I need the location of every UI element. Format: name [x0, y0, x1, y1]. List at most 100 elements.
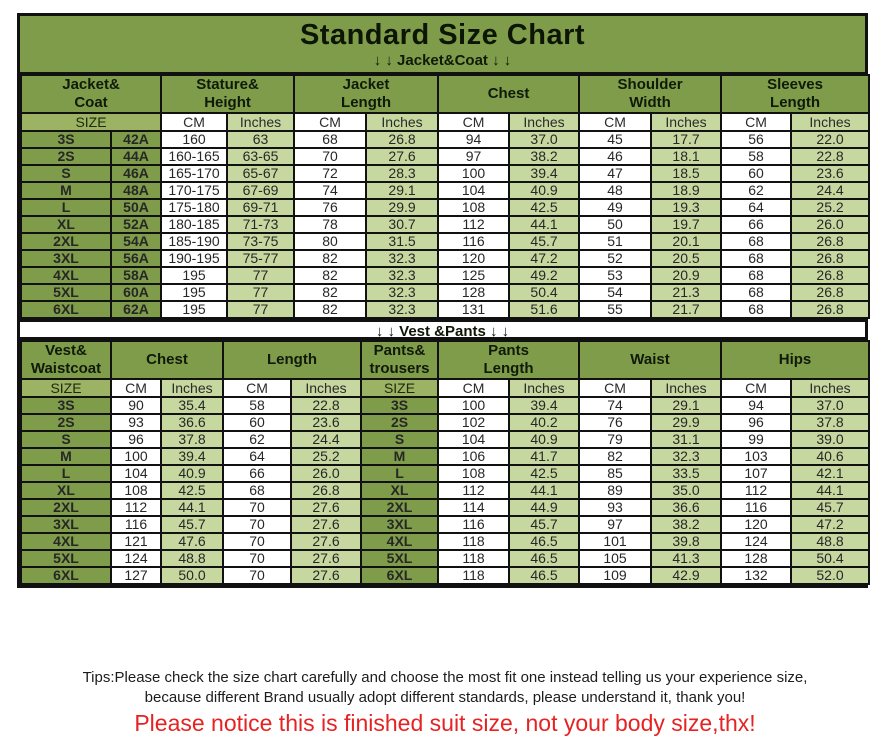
table-row: XL 108 42.5 68 26.8 XL 112 44.1 89 35.0 112 44.1: [20, 480, 871, 500]
unit-header-cell: CM: [160, 111, 229, 132]
measurement-cell: 22.8: [290, 395, 362, 415]
size-cell: 52A: [109, 214, 163, 234]
measurement-cell: 106: [437, 446, 510, 466]
measurement-cell: 21.3: [650, 282, 723, 302]
measurement-cell: 36.6: [649, 497, 723, 517]
measurement-cell: 48: [578, 180, 653, 200]
measurement-cell: 27.6: [290, 514, 362, 534]
measurement-cell: 116: [110, 514, 162, 534]
measurement-cell: 132: [720, 565, 793, 585]
table-row: 5XL 60A 195 77 82 32.3 128 50.4 54 21.3 68 26.8: [20, 282, 871, 302]
table-row: 3S 90 35.4 58 22.8 3S 100 39.4 74 29.1 94 37.0: [20, 395, 871, 415]
measurement-cell: 26.0: [290, 463, 362, 483]
finished-size-notice: Please notice this is finished suit size…: [134, 709, 756, 736]
measurement-cell: 64: [720, 197, 793, 217]
measurement-cell: 36.6: [160, 412, 224, 432]
size-cell: 46A: [109, 163, 163, 183]
unit-header-cell: Inches: [226, 111, 296, 132]
measurement-cell: 58: [720, 146, 793, 166]
measurement-cell: 39.4: [160, 446, 224, 466]
size-cell: 2XL: [20, 231, 112, 251]
measurement-cell: 22.8: [790, 146, 871, 166]
size-cell: 50A: [109, 197, 163, 217]
unit-header-cell: CM: [437, 111, 511, 132]
column-group-header: Chest: [437, 73, 581, 114]
measurement-cell: 25.2: [790, 197, 871, 217]
measurement-cell: 46.5: [508, 531, 580, 551]
measurement-cell: 67-69: [226, 180, 296, 200]
measurement-cell: 27.6: [290, 531, 362, 551]
measurement-cell: 109: [578, 565, 652, 585]
measurement-cell: 29.9: [649, 412, 723, 432]
size-cell: S: [20, 163, 112, 183]
measurement-cell: 72: [293, 163, 368, 183]
measurement-cell: 70: [293, 146, 368, 166]
measurement-cell: 100: [437, 395, 510, 415]
measurement-cell: 165-170: [160, 163, 229, 183]
measurement-cell: 32.3: [365, 282, 440, 302]
tips-line-1: Tips:Please check the size chart careful…: [82, 669, 808, 686]
size-cell: 58A: [109, 265, 163, 285]
measurement-cell: 39.8: [649, 531, 723, 551]
measurement-cell: 127: [110, 565, 162, 585]
measurement-cell: 74: [293, 180, 368, 200]
measurement-cell: 70: [222, 565, 292, 585]
table-row: 2S 93 36.6 60 23.6 2S 102 40.2 76 29.9 96 37.8: [20, 412, 871, 432]
measurement-cell: 80: [293, 231, 368, 251]
size-cell: M: [20, 446, 112, 466]
column-group-header: Sleeves Length: [720, 73, 871, 114]
measurement-cell: 37.0: [790, 395, 871, 415]
measurement-cell: 24.4: [290, 429, 362, 449]
size-cell: 5XL: [20, 282, 112, 302]
measurement-cell: 104: [437, 429, 510, 449]
measurement-cell: 170-175: [160, 180, 229, 200]
unit-header-cell: CM: [720, 377, 793, 398]
table-row: 6XL 62A 195 77 82 32.3 131 51.6 55 21.7 68 26.8: [20, 299, 871, 319]
size-cell: XL: [360, 480, 439, 500]
chart-title: Standard Size Chart: [299, 19, 586, 51]
measurement-cell: 35.4: [160, 395, 224, 415]
measurement-cell: 103: [720, 446, 793, 466]
measurement-cell: 77: [226, 282, 296, 302]
column-group-header: Shoulder Width: [578, 73, 723, 114]
unit-header-cell: Inches: [290, 377, 362, 398]
measurement-cell: 120: [720, 514, 793, 534]
measurement-cell: 55: [578, 299, 653, 319]
measurement-cell: 27.6: [290, 497, 362, 517]
measurement-cell: 44.9: [508, 497, 580, 517]
measurement-cell: 195: [160, 282, 229, 302]
measurement-cell: 52: [578, 248, 653, 268]
measurement-cell: 26.8: [365, 129, 440, 149]
measurement-cell: 48.8: [790, 531, 871, 551]
measurement-cell: 50.4: [790, 548, 871, 568]
table-row: 2XL 112 44.1 70 27.6 2XL 114 44.9 93 36.6 116 45.7: [20, 497, 871, 517]
measurement-cell: 77: [226, 265, 296, 285]
measurement-cell: 112: [437, 480, 510, 500]
measurement-cell: 96: [720, 412, 793, 432]
measurement-cell: 44.1: [160, 497, 224, 517]
measurement-cell: 53: [578, 265, 653, 285]
measurement-cell: 101: [578, 531, 652, 551]
measurement-cell: 45.7: [160, 514, 224, 534]
size-cell: 4XL: [20, 531, 112, 551]
measurement-cell: 54: [578, 282, 653, 302]
measurement-cell: 68: [720, 248, 793, 268]
measurement-cell: 93: [578, 497, 652, 517]
measurement-cell: 18.9: [650, 180, 723, 200]
measurement-cell: 23.6: [290, 412, 362, 432]
size-cell: 3XL: [20, 514, 112, 534]
size-cell: L: [360, 463, 439, 483]
measurement-cell: 131: [437, 299, 511, 319]
size-cell: 48A: [109, 180, 163, 200]
measurement-cell: 42.1: [790, 463, 871, 483]
measurement-cell: 26.8: [790, 248, 871, 268]
measurement-cell: 47.2: [508, 248, 581, 268]
unit-header-cell: CM: [110, 377, 162, 398]
table-row: 4XL 58A 195 77 82 32.3 125 49.2 53 20.9 68 26.8: [20, 265, 871, 285]
measurement-cell: 66: [222, 463, 292, 483]
size-cell: 60A: [109, 282, 163, 302]
measurement-cell: 17.7: [650, 129, 723, 149]
measurement-cell: 58: [222, 395, 292, 415]
measurement-cell: 42.5: [160, 480, 224, 500]
measurement-cell: 50.4: [508, 282, 581, 302]
